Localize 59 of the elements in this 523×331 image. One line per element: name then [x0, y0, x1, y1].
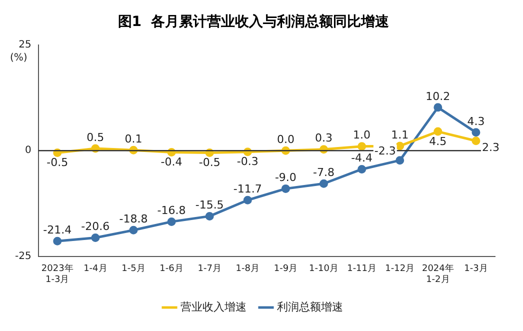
- data-label: 0.0: [276, 132, 294, 146]
- data-label: -0.3: [236, 155, 258, 168]
- x-tick-label: 1-12月: [385, 264, 415, 274]
- x-tick-label: 2023年 1-3月: [41, 263, 74, 285]
- data-label: 4.3: [467, 114, 485, 128]
- point: [396, 156, 404, 165]
- point: [396, 142, 404, 150]
- x-tick-label: 1-3月: [464, 264, 488, 274]
- y-tick-label: 0: [24, 145, 32, 156]
- point: [205, 212, 214, 220]
- point: [472, 128, 480, 137]
- data-label: -0.5: [198, 156, 220, 170]
- point: [91, 234, 100, 242]
- legend-label: 营业收入增速: [180, 300, 246, 314]
- point: [53, 236, 62, 246]
- data-label: 4.5: [429, 134, 447, 148]
- point: [434, 103, 442, 112]
- point: [472, 136, 480, 146]
- point: [281, 184, 290, 193]
- point: [167, 217, 176, 226]
- data-label: -15.5: [195, 198, 224, 212]
- data-label: -9.0: [274, 171, 296, 184]
- chart-title: 图1 各月累计营业收入与利润总额同比增速: [118, 13, 390, 30]
- data-label: 0.5: [86, 130, 104, 144]
- x-tick-label: 1-7月: [198, 264, 222, 274]
- data-label: 1.1: [391, 128, 409, 142]
- data-label: -2.3: [374, 144, 396, 158]
- data-label: 10.2: [426, 90, 450, 103]
- y-tick-label: 25: [18, 39, 32, 50]
- y-tick-label: -25: [14, 250, 32, 262]
- point: [358, 164, 366, 174]
- x-tick-label: 1-11月: [347, 264, 377, 274]
- data-label: 1.0: [353, 128, 371, 142]
- data-label: 0.1: [124, 132, 142, 146]
- x-tick-label: 1-5月: [122, 264, 146, 274]
- data-label: -18.8: [119, 212, 148, 226]
- x-tick-label: 1-9月: [274, 264, 298, 274]
- y-axis-title: (%): [10, 52, 28, 64]
- data-label: -7.8: [313, 166, 334, 179]
- x-tick-label: 1-8月: [236, 264, 260, 274]
- point: [243, 196, 252, 204]
- data-label: -16.8: [157, 204, 186, 218]
- legend-label: 利润总额增速: [277, 300, 343, 314]
- data-label: -20.6: [81, 220, 110, 234]
- x-tick-label: 2024年 1-2月: [422, 263, 454, 285]
- x-tick-label: 1-10月: [309, 264, 338, 274]
- data-label: -4.4: [351, 152, 373, 165]
- data-label: 0.3: [315, 132, 332, 145]
- point: [320, 179, 328, 188]
- data-label: -11.7: [233, 182, 262, 196]
- data-label: -0.5: [46, 156, 68, 170]
- data-label: -0.4: [160, 156, 182, 169]
- point: [434, 127, 442, 136]
- point: [129, 226, 138, 234]
- data-label: -21.4: [43, 224, 72, 237]
- data-label: 2.3: [482, 141, 500, 154]
- point: [358, 142, 366, 151]
- x-tick-label: 1-6月: [160, 264, 184, 274]
- x-tick-label: 1-4月: [84, 264, 108, 274]
